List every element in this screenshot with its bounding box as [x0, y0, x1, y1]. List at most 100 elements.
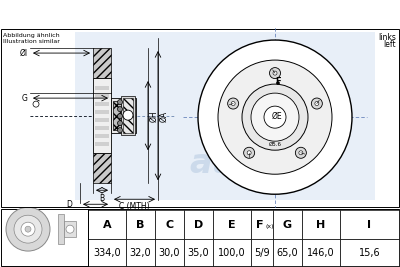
Bar [93, 78, 111, 153]
Bar [273, 239, 302, 266]
Text: ®: ® [233, 168, 241, 177]
Bar [121, 96, 135, 135]
Text: (x): (x) [265, 224, 274, 229]
Text: links: links [378, 33, 396, 42]
Text: G: G [283, 220, 292, 230]
Text: ØI: ØI [20, 49, 28, 58]
Text: Ø5.6: Ø5.6 [268, 142, 282, 147]
Circle shape [264, 106, 286, 128]
Circle shape [25, 226, 31, 232]
Text: 32,0: 32,0 [130, 248, 151, 258]
Text: H: H [316, 220, 326, 230]
Bar [95, 86, 109, 90]
Bar [213, 239, 251, 266]
Bar [95, 118, 109, 122]
Bar [58, 214, 64, 244]
Bar [340, 210, 399, 239]
Circle shape [295, 147, 306, 158]
Text: 30,0: 30,0 [159, 248, 180, 258]
Circle shape [118, 121, 122, 126]
Bar [155, 239, 184, 266]
Text: left: left [383, 40, 396, 49]
Text: A: A [103, 220, 111, 230]
Text: 24.0132-0166.2: 24.0132-0166.2 [88, 6, 222, 22]
Circle shape [228, 98, 239, 109]
Circle shape [123, 110, 133, 120]
Circle shape [251, 93, 299, 141]
Text: 65,0: 65,0 [277, 248, 298, 258]
Bar [111, 98, 136, 133]
Text: F: F [275, 77, 281, 86]
Circle shape [270, 68, 280, 78]
Text: B: B [100, 194, 104, 203]
Text: ØE: ØE [272, 112, 282, 121]
Circle shape [66, 225, 74, 233]
Bar [302, 210, 340, 239]
Bar [95, 110, 109, 114]
Bar [88, 239, 126, 266]
Bar [302, 239, 340, 266]
Circle shape [247, 151, 251, 155]
Text: Abbildung ähnlich: Abbildung ähnlich [3, 33, 60, 38]
Text: D: D [194, 220, 203, 230]
Text: 35,0: 35,0 [188, 248, 209, 258]
Text: C: C [166, 220, 174, 230]
Bar [251, 210, 273, 239]
Circle shape [21, 222, 35, 236]
Text: I: I [368, 220, 372, 230]
Bar [184, 210, 213, 239]
Circle shape [311, 98, 322, 109]
Text: 334,0: 334,0 [93, 248, 121, 258]
Text: 432166: 432166 [278, 6, 342, 22]
Bar [95, 134, 109, 138]
Bar [213, 210, 251, 239]
Circle shape [218, 60, 332, 174]
Bar [93, 48, 111, 78]
Bar [93, 153, 111, 183]
Text: 5/9: 5/9 [254, 248, 270, 258]
Text: F: F [256, 220, 264, 230]
Circle shape [118, 100, 122, 105]
Bar [88, 210, 126, 239]
Circle shape [315, 101, 319, 105]
Text: B: B [136, 220, 145, 230]
Circle shape [6, 207, 50, 251]
Circle shape [118, 128, 122, 133]
Bar [95, 102, 109, 106]
Text: ØA: ØA [159, 111, 168, 122]
Circle shape [299, 151, 303, 155]
Bar [113, 101, 121, 130]
Bar [155, 210, 184, 239]
Text: 146,0: 146,0 [307, 248, 335, 258]
Bar [126, 239, 155, 266]
Circle shape [198, 40, 352, 194]
Text: ate: ate [190, 147, 250, 180]
Text: 15,6: 15,6 [359, 248, 380, 258]
Bar [95, 126, 109, 130]
Circle shape [273, 71, 277, 75]
Text: Illustration similar: Illustration similar [3, 39, 60, 44]
Text: E: E [228, 220, 236, 230]
Circle shape [118, 114, 122, 119]
Circle shape [118, 107, 122, 112]
Bar [184, 239, 213, 266]
Text: 100,0: 100,0 [218, 248, 246, 258]
Text: D: D [66, 200, 72, 209]
Bar [95, 94, 109, 98]
Circle shape [242, 84, 308, 150]
Text: G: G [22, 94, 28, 103]
Bar [64, 221, 76, 237]
Bar [123, 98, 133, 133]
Bar [75, 32, 375, 200]
Circle shape [231, 101, 235, 105]
Circle shape [244, 147, 255, 158]
Bar [273, 210, 302, 239]
Circle shape [14, 215, 42, 243]
Text: C (MTH): C (MTH) [119, 202, 149, 211]
Bar [340, 239, 399, 266]
Text: ØH: ØH [149, 110, 158, 122]
Bar [95, 142, 109, 146]
Circle shape [276, 82, 280, 85]
Bar [251, 239, 273, 266]
Bar [126, 210, 155, 239]
